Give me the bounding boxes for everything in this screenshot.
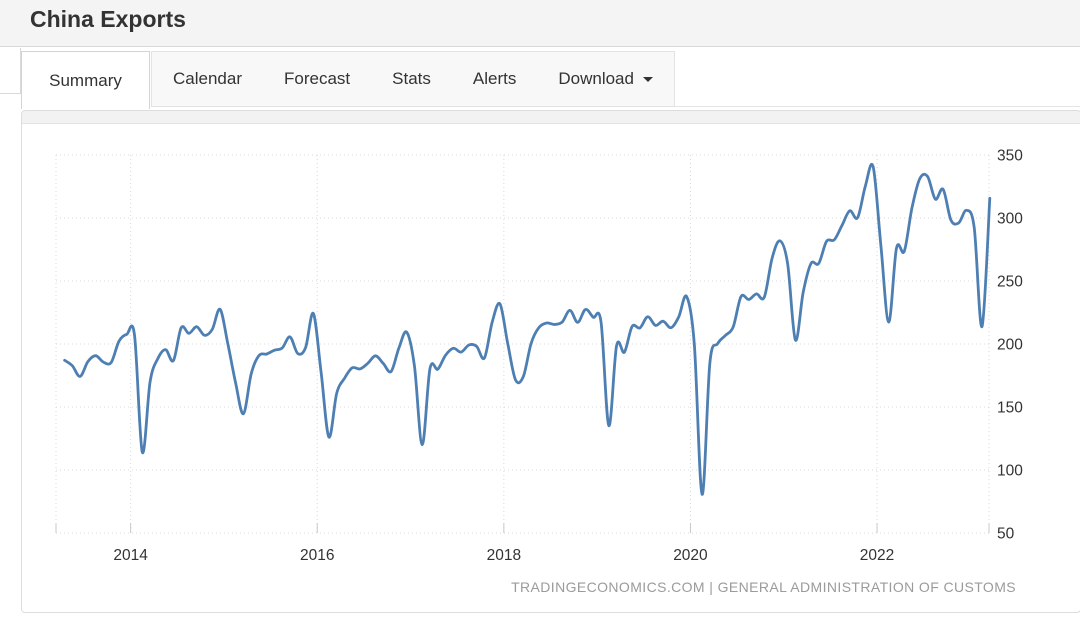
y-axis-label: 300	[997, 210, 1023, 227]
tab-stats[interactable]: Stats	[371, 52, 452, 106]
chart-attribution: TRADINGECONOMICS.COM | GENERAL ADMINISTR…	[511, 579, 1016, 595]
x-axis-label: 2016	[300, 547, 334, 564]
tab-download-label: Download	[558, 69, 634, 88]
y-axis-label: 350	[997, 147, 1023, 164]
tab-bar-left-spacer	[0, 48, 21, 94]
exports-series-line	[63, 163, 992, 496]
tab-bar: Summary Calendar Forecast Stats Alerts D…	[0, 48, 1080, 110]
x-axis-label: 2020	[673, 547, 708, 564]
tab-forecast[interactable]: Forecast	[263, 52, 371, 106]
tab-group: Calendar Forecast Stats Alerts Download	[151, 51, 675, 107]
x-axis-label: 2018	[487, 547, 521, 564]
tab-download[interactable]: Download	[537, 52, 674, 106]
y-axis-label: 100	[997, 462, 1023, 479]
tab-stats-label: Stats	[392, 69, 431, 88]
tab-calendar-label: Calendar	[173, 69, 242, 88]
y-axis-label: 50	[997, 525, 1015, 542]
chart-container: 350 300 250 200 150 100 50 2014 2016 2018 2020 2022	[22, 124, 1080, 612]
tab-summary[interactable]: Summary	[21, 51, 150, 109]
panel-top-strip	[22, 111, 1080, 124]
x-axis-label: 2022	[860, 547, 894, 564]
y-axis-label: 200	[997, 336, 1023, 353]
tab-alerts[interactable]: Alerts	[452, 52, 537, 106]
page-header: China Exports	[0, 0, 1080, 47]
page-title: China Exports	[30, 6, 186, 32]
exports-line-chart[interactable]: 350 300 250 200 150 100 50 2014 2016 2018 2020 2022	[22, 124, 1080, 612]
chevron-down-icon	[642, 76, 653, 82]
y-axis-label: 250	[997, 273, 1023, 290]
tab-forecast-label: Forecast	[284, 69, 351, 88]
tab-summary-label: Summary	[49, 70, 122, 90]
y-axis-label: 150	[997, 399, 1023, 416]
tab-alerts-label: Alerts	[472, 69, 517, 88]
x-axis-label: 2014	[113, 547, 148, 564]
tab-calendar[interactable]: Calendar	[152, 52, 263, 106]
chart-panel: 350 300 250 200 150 100 50 2014 2016 2018 2020 2022…	[21, 110, 1080, 613]
